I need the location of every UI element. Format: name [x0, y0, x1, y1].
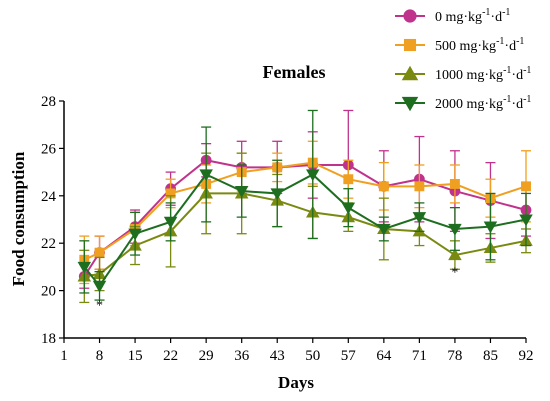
significance-marker: * [96, 299, 103, 314]
x-tick-label: 85 [483, 348, 498, 364]
legend-swatch-marker [403, 38, 417, 52]
legend: 0 mg·kg-1·d-1 500 mg·kg-1·d-1 1000 mg·kg-1… [395, 7, 531, 112]
x-tick-label: 29 [199, 348, 214, 364]
x-tick-label: 22 [163, 348, 178, 364]
data-point [412, 212, 427, 224]
data-point [94, 247, 105, 258]
data-point [448, 223, 462, 236]
significance-marker: * [451, 265, 458, 280]
series-line [83, 161, 527, 261]
data-point [519, 214, 533, 227]
x-tick-label: 78 [447, 348, 462, 364]
data-point [414, 181, 425, 192]
data-point [199, 169, 213, 182]
y-tick-label: 28 [41, 94, 56, 110]
x-tick-label: 71 [412, 348, 427, 364]
data-point [521, 181, 531, 192]
x-tick-label: 15 [128, 348, 143, 364]
data-point [377, 223, 391, 236]
y-tick-label: 24 [41, 189, 57, 205]
data-point [483, 221, 498, 234]
y-tick-label: 20 [41, 284, 56, 300]
legend-item-3: 1000 mg·kg-1·d-1 [395, 65, 531, 83]
data-point [163, 216, 178, 229]
series-1 [78, 109, 532, 289]
legend-label: 1000 mg·kg-1·d-1 [435, 65, 531, 83]
series-line [83, 173, 527, 288]
legend-label: 500 mg·kg-1·d-1 [435, 36, 524, 54]
data-point [77, 261, 92, 274]
legend-item-4: 2000 mg·kg-1·d-1 [395, 94, 531, 112]
data-point [449, 179, 460, 189]
x-tick-label: 43 [270, 348, 285, 364]
x-axis-label: Days [278, 373, 314, 392]
y-tick-label: 26 [41, 141, 57, 157]
data-point [448, 248, 462, 261]
legend-swatch-marker [403, 9, 417, 23]
x-tick-label: 64 [376, 348, 392, 364]
y-tick-label: 18 [41, 331, 56, 347]
x-tick-label: 50 [305, 348, 320, 364]
y-axis-label: Food consumption [9, 151, 28, 286]
y-tick-label: 22 [41, 236, 56, 252]
legend-swatch-marker [401, 65, 419, 81]
data-point [165, 188, 176, 199]
series-line [84, 192, 527, 278]
legend-label: 0 mg·kg-1·d-1 [435, 7, 510, 25]
legend-label: 2000 mg·kg-1·d-1 [435, 94, 531, 112]
legend-item-2: 500 mg·kg-1·d-1 [395, 36, 524, 54]
data-point [343, 174, 354, 185]
x-tick-label: 1 [60, 348, 68, 364]
data-point [306, 169, 320, 182]
data-point [270, 188, 284, 201]
x-tick-label: 36 [234, 348, 250, 364]
data-point [92, 280, 107, 293]
x-tick-label: 8 [96, 348, 104, 364]
data-point [128, 228, 142, 241]
x-tick-label: 92 [519, 348, 534, 364]
data-point [234, 185, 249, 198]
series-4 [77, 109, 533, 301]
chart-title: Females [263, 62, 326, 82]
x-tick-label: 57 [341, 348, 357, 364]
series-line [83, 159, 527, 277]
data-point [341, 202, 356, 215]
plot-area: ** [77, 109, 533, 314]
legend-item-1: 0 mg·kg-1·d-1 [395, 7, 510, 25]
data-point [378, 181, 389, 192]
legend-swatch-marker [401, 96, 419, 112]
